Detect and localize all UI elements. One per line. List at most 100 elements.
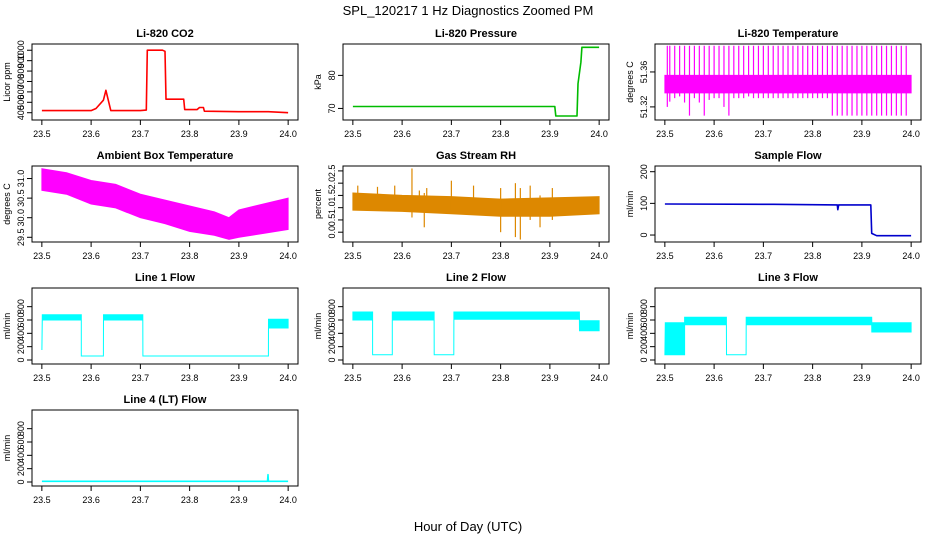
- x-tick-label: 23.7: [755, 129, 773, 139]
- x-tick-label: 23.5: [344, 373, 362, 383]
- series-band: [41, 168, 289, 240]
- x-tick-label: 23.7: [755, 251, 773, 261]
- x-tick-label: 23.5: [33, 129, 51, 139]
- data-layer: [352, 168, 600, 240]
- plot-frame: [342, 287, 610, 365]
- x-tick-label: 23.7: [443, 373, 461, 383]
- y-tick-label: 30.0: [16, 209, 26, 227]
- x-tick-label: 24.0: [902, 129, 920, 139]
- y-tick-label: 29.5: [16, 229, 26, 247]
- y-tick-label: 200: [16, 461, 26, 476]
- series-band: [664, 316, 912, 356]
- y-tick-label: 600: [16, 312, 26, 327]
- panel-sample: Sample Flow 23.5 23.6 23.7 23.8 23.9 24.0 0 100 2…: [625, 150, 922, 261]
- y-tick-label: 80: [327, 70, 337, 80]
- data-layer: [41, 49, 289, 114]
- panel-line3: Line 3 Flow 23.5 23.6 23.7 23.8 23.9 24.0 0 2004…: [625, 272, 922, 383]
- x-tick-label: 24.0: [279, 129, 297, 139]
- y-tick-label: 1.0: [327, 201, 337, 214]
- y-tick-label: 800: [639, 299, 649, 314]
- figure-x-axis-label: Hour of Day (UTC): [414, 519, 522, 534]
- y-tick-label: 500: [16, 95, 26, 110]
- y-tick-label: 0: [16, 479, 26, 484]
- panel-title: Gas Stream RH: [436, 150, 516, 162]
- x-tick-label: 24.0: [902, 251, 920, 261]
- x-tick-label: 24.0: [279, 495, 297, 505]
- y-tick-label: 900: [16, 53, 26, 68]
- y-tick-label: 400: [16, 448, 26, 463]
- data-layer: [352, 46, 600, 117]
- panel-ambient: Ambient Box Temperature 23.5 23.6 23.7 23.8 2…: [2, 150, 299, 261]
- x-tick-label: 23.8: [492, 129, 510, 139]
- y-tick-label: 600: [16, 434, 26, 449]
- y-tick-label: 0: [327, 357, 337, 362]
- panel-line2: Line 2 Flow 23.5 23.6 23.7 23.8 23.9 24.0 0 2004…: [313, 272, 610, 383]
- x-tick-label: 23.8: [492, 251, 510, 261]
- y-tick-label: 800: [16, 299, 26, 314]
- y-axis-label: ml/min: [625, 191, 635, 218]
- x-tick-label: 23.9: [853, 251, 871, 261]
- y-axis-label: ml/min: [625, 313, 635, 340]
- y-tick-label: 200: [327, 339, 337, 354]
- x-tick-label: 23.6: [705, 251, 723, 261]
- x-tick-label: 23.9: [853, 373, 871, 383]
- x-tick-label: 24.0: [279, 251, 297, 261]
- x-tick-label: 23.6: [393, 373, 411, 383]
- y-axis-label: Licor ppm: [2, 62, 12, 102]
- panel-title: Li-820 Temperature: [738, 28, 839, 40]
- y-tick-label: 400: [327, 326, 337, 341]
- x-tick-label: 23.8: [181, 373, 199, 383]
- x-tick-label: 23.8: [804, 251, 822, 261]
- data-layer: [664, 203, 912, 237]
- x-tick-label: 24.0: [590, 251, 608, 261]
- panel-rh: Gas Stream RH 23.5 23.6 23.7 23.8 23.9 24.0 0.0…: [313, 150, 610, 261]
- x-tick-label: 23.7: [132, 495, 150, 505]
- panel-line4: Line 4 (LT) Flow 23.5 23.6 23.7 23.8 23.9 24.0…: [2, 394, 299, 505]
- y-axis-label: ml/min: [313, 313, 323, 340]
- y-tick-label: 0.0: [327, 226, 337, 239]
- x-tick-label: 23.8: [181, 495, 199, 505]
- plot-frame: [31, 287, 299, 365]
- x-tick-label: 23.6: [82, 129, 100, 139]
- x-tick-label: 23.9: [230, 495, 248, 505]
- y-tick-label: 400: [16, 105, 26, 120]
- y-tick-label: 400: [639, 326, 649, 341]
- y-tick-label: 30.5: [16, 189, 26, 207]
- y-tick-label: 100: [639, 196, 649, 211]
- panel-title: Li-820 Pressure: [435, 28, 517, 40]
- y-tick-label: 800: [16, 421, 26, 436]
- x-tick-label: 23.6: [393, 129, 411, 139]
- x-tick-label: 23.7: [132, 129, 150, 139]
- data-layer: [664, 316, 912, 356]
- x-tick-label: 24.0: [590, 373, 608, 383]
- y-axis-label: kPa: [313, 74, 323, 90]
- y-tick-label: 1000: [16, 40, 26, 60]
- series-line: [41, 473, 289, 483]
- x-tick-label: 23.8: [181, 251, 199, 261]
- panel-co2: Li-820 CO2 23.5 23.6 23.7 23.8 23.9 24.0 400500…: [2, 28, 299, 139]
- y-tick-label: 0.5: [327, 214, 337, 227]
- x-tick-label: 23.7: [132, 373, 150, 383]
- y-tick-label: 51.36: [639, 61, 649, 84]
- y-tick-label: 400: [16, 326, 26, 341]
- series-band: [41, 314, 289, 357]
- y-axis-label: degrees C: [2, 183, 12, 225]
- series-band: [352, 192, 600, 217]
- x-tick-label: 23.5: [33, 495, 51, 505]
- x-tick-label: 23.8: [804, 373, 822, 383]
- x-tick-label: 23.5: [656, 251, 674, 261]
- figure-title: SPL_120217 1 Hz Diagnostics Zoomed PM: [343, 3, 594, 18]
- x-tick-label: 23.8: [804, 129, 822, 139]
- panel-title: Line 2 Flow: [446, 272, 506, 284]
- plot-frame: [31, 409, 299, 487]
- y-axis-label: ml/min: [2, 313, 12, 340]
- x-tick-label: 23.7: [443, 129, 461, 139]
- panel-title: Line 3 Flow: [758, 272, 818, 284]
- series-line: [664, 203, 912, 237]
- y-tick-label: 200: [639, 164, 649, 179]
- y-axis-label: percent: [313, 188, 323, 219]
- y-axis-label: degrees C: [625, 61, 635, 103]
- y-tick-label: 2.5: [327, 165, 337, 178]
- x-tick-label: 23.8: [181, 129, 199, 139]
